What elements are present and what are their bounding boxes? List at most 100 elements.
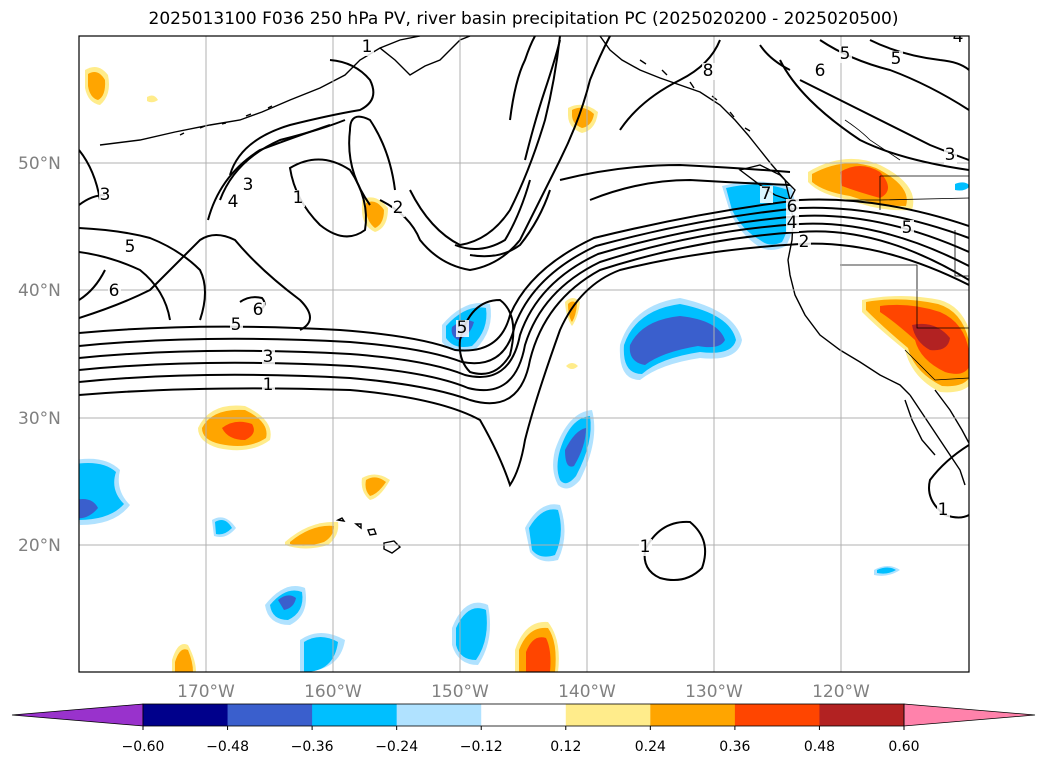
pv-label-background bbox=[798, 234, 811, 251]
pv-contour-label: 5 bbox=[231, 315, 242, 335]
pv-contour-line bbox=[379, 36, 611, 272]
lon-label: 130°W bbox=[685, 682, 743, 702]
pv-label-background bbox=[252, 302, 265, 319]
colorbar-segment bbox=[819, 704, 905, 726]
pv-contour-line bbox=[509, 36, 536, 121]
precip-blob bbox=[572, 107, 594, 128]
colorbar-tick-label: −0.36 bbox=[291, 739, 334, 755]
pv-contour-label: 1 bbox=[938, 500, 949, 520]
pv-contour-line bbox=[643, 520, 706, 581]
colorbar-segment bbox=[734, 704, 820, 726]
pv-contour-label: 6 bbox=[787, 197, 798, 217]
pv-contour-line bbox=[779, 59, 969, 171]
pv-label-background bbox=[760, 186, 773, 203]
pv-contour-line bbox=[79, 251, 171, 321]
lat-label: 30°N bbox=[18, 409, 61, 429]
coastline bbox=[909, 394, 966, 486]
pv-label-background bbox=[890, 51, 903, 68]
pv-contour-label: 6 bbox=[815, 61, 826, 81]
pv-label-background bbox=[639, 539, 652, 556]
pv-label-background bbox=[99, 187, 112, 204]
pv-contour-label: 1 bbox=[293, 188, 304, 208]
colorbar-segment bbox=[481, 704, 567, 726]
precip-blob bbox=[566, 363, 578, 369]
lon-label: 160°W bbox=[304, 682, 362, 702]
colorbar-segment bbox=[227, 704, 313, 726]
precip-blob bbox=[365, 477, 386, 496]
lon-labels: 170°W 160°W 150°W 140°W 130°W 120°W bbox=[177, 682, 870, 702]
pv-contour-line bbox=[559, 163, 791, 181]
lon-label: 140°W bbox=[558, 682, 616, 702]
precip-blob bbox=[726, 184, 790, 245]
pv-label-background bbox=[292, 190, 305, 207]
pv-label-background bbox=[814, 63, 827, 80]
pv-label-background bbox=[944, 147, 957, 164]
pv-contour-label: 1 bbox=[362, 37, 373, 57]
precip-blob bbox=[629, 316, 725, 365]
precip-shading bbox=[79, 66, 969, 672]
pv-contour-label: 6 bbox=[109, 281, 120, 301]
pv-contour-label: 7 bbox=[761, 184, 772, 204]
pv-contour-line bbox=[79, 214, 969, 378]
colorbar-tick-label: −0.48 bbox=[206, 739, 249, 755]
pv-label-background bbox=[702, 63, 715, 80]
precip-blob bbox=[147, 95, 158, 103]
precip-blob bbox=[222, 421, 254, 440]
pv-label-background bbox=[227, 194, 240, 211]
pv-contour-line bbox=[524, 39, 561, 161]
pv-contour-label: 8 bbox=[703, 61, 714, 81]
colorbar-tick-label: 0.60 bbox=[888, 739, 919, 755]
coastline bbox=[934, 389, 969, 445]
pv-contour-line bbox=[79, 230, 969, 405]
precip-blob bbox=[877, 567, 896, 574]
pv-contour-line bbox=[79, 227, 206, 321]
colorbar-tick-label: 0.24 bbox=[635, 739, 666, 755]
pv-contours bbox=[79, 36, 969, 581]
border bbox=[840, 264, 969, 329]
pv-label-background bbox=[242, 177, 255, 194]
pv-label-background bbox=[230, 317, 243, 334]
pv-contour-line bbox=[79, 242, 969, 488]
colorbar-segment bbox=[312, 704, 398, 726]
colorbar-tick-label: 0.48 bbox=[804, 739, 835, 755]
lat-label: 40°N bbox=[18, 281, 61, 301]
pv-label-background bbox=[456, 320, 469, 337]
precip-blob bbox=[79, 499, 98, 519]
precip-blob bbox=[366, 201, 384, 228]
colorbar-segment bbox=[143, 704, 229, 726]
border bbox=[904, 349, 969, 381]
pv-contour-label: 3 bbox=[100, 185, 111, 205]
pv-contour-label: 3 bbox=[263, 347, 274, 367]
pv-contour-label: 1 bbox=[640, 537, 651, 557]
colorbar-ticks: −0.60 −0.48 −0.36 −0.24 −0.12 0.12 0.24 0.36 0.4… bbox=[122, 726, 920, 755]
pv-label-background bbox=[262, 349, 275, 366]
pv-contour-line bbox=[79, 222, 969, 392]
pv-label-background bbox=[108, 283, 121, 300]
pv-contour-line bbox=[288, 158, 367, 238]
coastline bbox=[335, 517, 402, 554]
pv-contour-line bbox=[348, 115, 396, 206]
pv-label-background bbox=[786, 215, 799, 232]
colorbar-extend-max bbox=[903, 703, 1036, 727]
pv-label-background bbox=[786, 199, 799, 216]
pv-contour-line bbox=[869, 39, 969, 71]
pv-label-background bbox=[361, 39, 374, 56]
pv-contour-label: 4 bbox=[787, 213, 798, 233]
precip-blob bbox=[215, 520, 232, 535]
colorbar-extend-min bbox=[11, 703, 144, 727]
coastline bbox=[904, 399, 936, 456]
lon-label: 150°W bbox=[431, 682, 489, 702]
colorbar-segment bbox=[650, 704, 736, 726]
colorbar-tick-label: −0.12 bbox=[460, 739, 503, 755]
precip-blob bbox=[840, 166, 888, 198]
pv-contour-line bbox=[619, 39, 721, 131]
map-title: 2025013100 F036 250 hPa PV, river basin … bbox=[148, 9, 899, 29]
pv-contour-label: 4 bbox=[228, 192, 239, 212]
pv-contour-line bbox=[79, 234, 311, 331]
pv-contour-line bbox=[759, 44, 791, 71]
pv-label-background bbox=[901, 220, 914, 237]
colorbar-tick-label: 0.12 bbox=[550, 739, 581, 755]
pv-contour-label: 5 bbox=[840, 44, 851, 64]
